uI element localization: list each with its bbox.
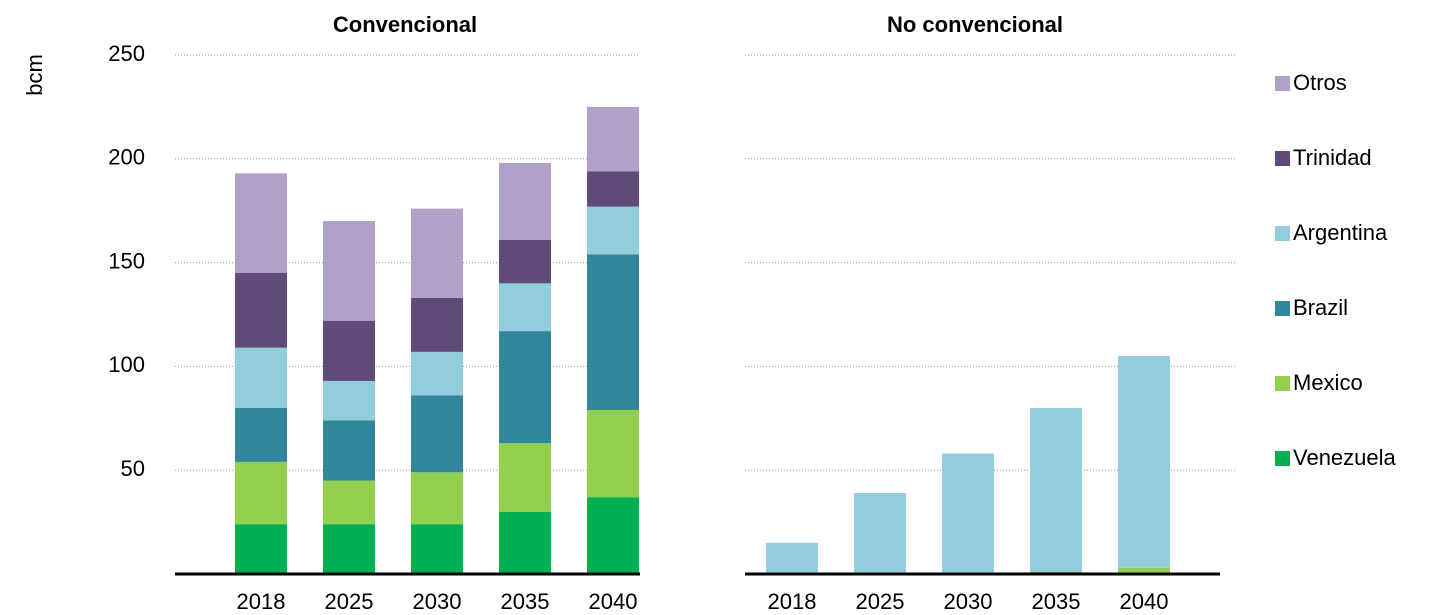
x-tick-label: 2018 xyxy=(768,589,817,614)
y-tick-label: 50 xyxy=(121,456,145,481)
legend-swatch xyxy=(1275,151,1290,166)
bar-segment xyxy=(411,524,463,574)
bar-segment xyxy=(411,472,463,525)
bar-segment xyxy=(587,497,639,574)
y-axis-label: bcm xyxy=(22,54,47,96)
bar-segment xyxy=(1030,407,1082,572)
bar-segment xyxy=(854,493,906,574)
bar-segment xyxy=(323,380,375,421)
bar-segment xyxy=(587,106,639,172)
bar-segment xyxy=(323,524,375,574)
x-tick-label: 2030 xyxy=(413,589,462,614)
bar-segment xyxy=(587,409,639,498)
legend-label: Otros xyxy=(1293,70,1347,95)
bar-segment xyxy=(1118,567,1170,574)
bar-segment xyxy=(766,542,818,574)
bar-segment xyxy=(499,511,551,574)
chart-title: Convencional xyxy=(333,12,477,37)
bar-segment xyxy=(235,407,287,462)
x-tick-label: 2025 xyxy=(325,589,374,614)
legend-label: Argentina xyxy=(1293,220,1388,245)
bar-segment xyxy=(235,173,287,273)
bar-segment xyxy=(323,221,375,321)
bar-segment xyxy=(235,347,287,408)
bar-segment xyxy=(235,461,287,525)
bar-segment xyxy=(323,480,375,525)
bar-segment xyxy=(411,351,463,396)
bar-segment xyxy=(499,239,551,284)
legend-label: Trinidad xyxy=(1293,145,1372,170)
y-tick-label: 100 xyxy=(108,352,145,377)
bar-segment xyxy=(411,208,463,298)
y-tick-label: 150 xyxy=(108,248,145,273)
legend-swatch xyxy=(1275,301,1290,316)
bar-segment xyxy=(411,395,463,473)
legend-swatch xyxy=(1275,376,1290,391)
y-tick-label: 250 xyxy=(108,41,145,66)
legend-label: Mexico xyxy=(1293,370,1363,395)
bar-segment xyxy=(1118,356,1170,568)
x-tick-label: 2018 xyxy=(237,589,286,614)
x-tick-label: 2035 xyxy=(1032,589,1081,614)
bar-segment xyxy=(499,443,551,512)
bar-segment xyxy=(235,272,287,348)
bar-segment xyxy=(587,254,639,410)
bar-segment xyxy=(411,297,463,352)
bar-segment xyxy=(323,420,375,481)
legend-swatch xyxy=(1275,226,1290,241)
bar-segment xyxy=(587,206,639,255)
legend-label: Venezuela xyxy=(1293,445,1397,470)
legend-label: Brazil xyxy=(1293,295,1348,320)
bar-segment xyxy=(323,320,375,381)
bar-segment xyxy=(499,283,551,332)
x-tick-label: 2040 xyxy=(589,589,638,614)
x-tick-label: 2035 xyxy=(501,589,550,614)
bar-segment xyxy=(499,162,551,240)
bar-segment xyxy=(942,453,994,574)
bar-segment xyxy=(587,171,639,207)
legend-swatch xyxy=(1275,76,1290,91)
x-tick-label: 2040 xyxy=(1120,589,1169,614)
y-tick-label: 200 xyxy=(108,145,145,170)
x-tick-label: 2025 xyxy=(856,589,905,614)
bar-segment xyxy=(235,524,287,574)
chart-title: No convencional xyxy=(887,12,1063,37)
x-tick-label: 2030 xyxy=(944,589,993,614)
legend-swatch xyxy=(1275,451,1290,466)
bar-segment xyxy=(499,331,551,444)
